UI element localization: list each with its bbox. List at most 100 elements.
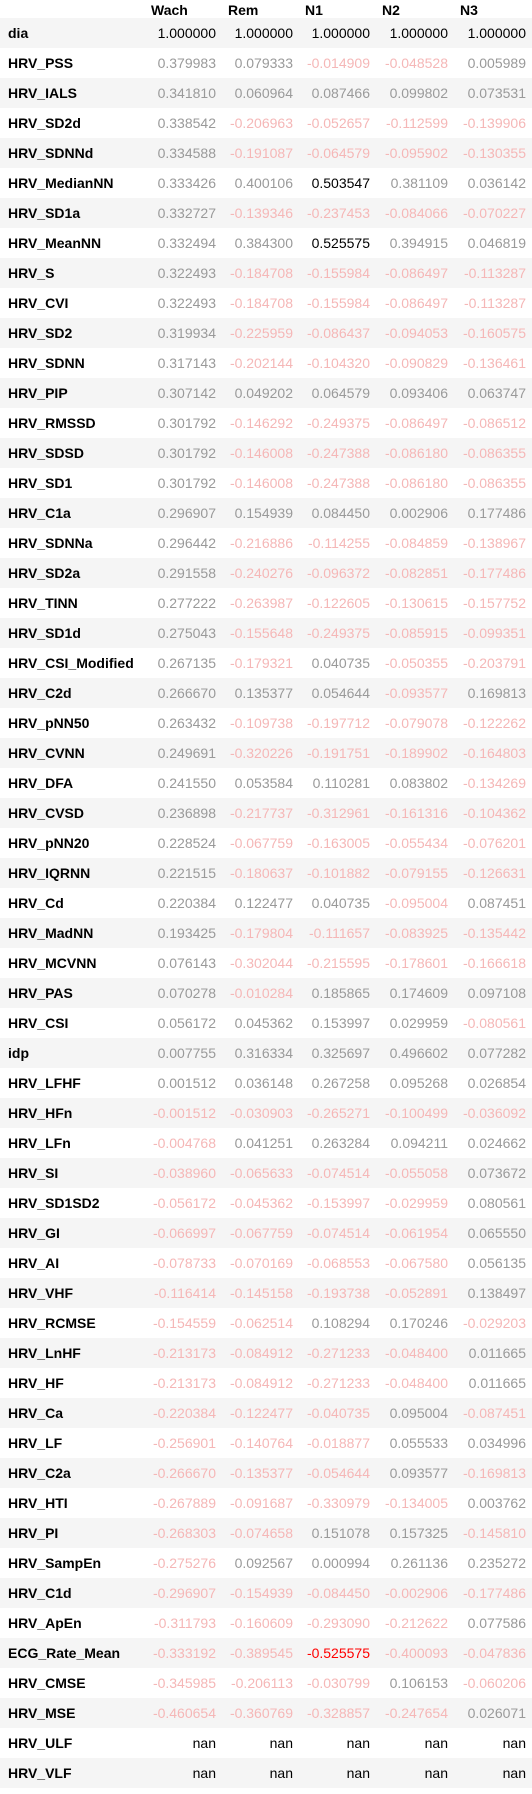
table-cell: 0.220384 xyxy=(157,895,216,911)
table-cell: 0.087451 xyxy=(467,895,526,911)
row-label: HRV_SD1SD2 xyxy=(8,1195,100,1211)
table-cell: -0.090829 xyxy=(384,355,448,371)
table-cell: 0.084450 xyxy=(311,505,370,521)
table-cell: nan xyxy=(346,1765,370,1781)
table-cell: 0.083802 xyxy=(389,775,448,791)
table-row: HRV_SD1d 0.275043 -0.155648 -0.249375 -0.085… xyxy=(0,618,532,648)
row-label: HRV_SD1a xyxy=(8,205,81,221)
table-cell: -0.154559 xyxy=(152,1315,216,1331)
table-cell: -0.140764 xyxy=(229,1435,293,1451)
table-cell: 0.055533 xyxy=(389,1435,448,1451)
table-row: HRV_C2a -0.266670 -0.135377 -0.054644 0.0935… xyxy=(0,1458,532,1488)
table-cell: 0.049202 xyxy=(234,385,293,401)
table-cell: 0.174609 xyxy=(389,985,448,1001)
table-cell: 0.249691 xyxy=(157,745,216,761)
table-cell: -0.096372 xyxy=(306,565,370,581)
table-cell: -0.177486 xyxy=(462,1585,526,1601)
table-cell: -0.060206 xyxy=(462,1675,526,1691)
table-cell: -0.078733 xyxy=(152,1255,216,1271)
table-row: HRV_PAS 0.070278 -0.010284 0.185865 0.174609… xyxy=(0,978,532,1008)
table-cell: nan xyxy=(192,1765,216,1781)
table-cell: -0.460654 xyxy=(152,1705,216,1721)
row-label: HRV_C2d xyxy=(8,685,72,701)
table-row: HRV_LnHF -0.213173 -0.084912 -0.271233 -0.04… xyxy=(0,1338,532,1368)
table-cell: 0.110281 xyxy=(312,775,370,791)
table-cell: -0.084912 xyxy=(229,1375,293,1391)
row-label: HRV_RCMSE xyxy=(8,1315,96,1331)
table-cell: -0.004768 xyxy=(152,1135,216,1151)
row-label: HRV_HTI xyxy=(8,1495,68,1511)
table-cell: 0.157325 xyxy=(389,1525,448,1541)
table-cell: 0.003762 xyxy=(467,1495,526,1511)
table-cell: -0.074658 xyxy=(229,1525,293,1541)
table-cell: 0.073672 xyxy=(467,1165,526,1181)
table-row: HRV_MeanNN 0.332494 0.384300 0.525575 0.3949… xyxy=(0,228,532,258)
table-cell: -0.160609 xyxy=(229,1615,293,1631)
table-cell: 0.263284 xyxy=(311,1135,370,1151)
table-cell: 0.092567 xyxy=(234,1555,293,1571)
table-cell: 0.026854 xyxy=(467,1075,526,1091)
table-row: idp 0.007755 0.316334 0.325697 0.496602 0.077… xyxy=(0,1038,532,1068)
table-cell: nan xyxy=(502,1735,526,1751)
table-cell: 0.056135 xyxy=(467,1255,526,1271)
table-cell: 1.000000 xyxy=(157,25,216,41)
table-cell: 0.087466 xyxy=(311,85,370,101)
table-cell: 0.338542 xyxy=(157,115,216,131)
table-cell: -0.086180 xyxy=(384,445,448,461)
table-cell: 0.296442 xyxy=(157,535,216,551)
table-cell: -0.206963 xyxy=(229,115,293,131)
table-cell: -0.302044 xyxy=(229,955,293,971)
row-label: HRV_CSI_Modified xyxy=(8,655,134,671)
table-cell: 0.169813 xyxy=(467,685,526,701)
table-cell: -0.052657 xyxy=(306,115,370,131)
table-cell: 0.036142 xyxy=(467,175,526,191)
table-cell: -0.086437 xyxy=(306,325,370,341)
table-cell: 0.076143 xyxy=(157,955,216,971)
table-cell: -0.070227 xyxy=(462,205,526,221)
table-cell: -0.067759 xyxy=(229,1225,293,1241)
table-cell: -0.079078 xyxy=(384,715,448,731)
table-row: HRV_TINN 0.277222 -0.263987 -0.122605 -0.130… xyxy=(0,588,532,618)
table-cell: -0.191751 xyxy=(306,745,370,761)
table-cell: 0.341810 xyxy=(157,85,216,101)
table-cell: 0.093577 xyxy=(389,1465,448,1481)
table-cell: 0.379983 xyxy=(157,55,216,71)
table-cell: 0.097108 xyxy=(467,985,526,1001)
table-cell: -0.333192 xyxy=(152,1645,216,1661)
table-row: HRV_GI -0.066997 -0.067759 -0.074514 -0.0619… xyxy=(0,1218,532,1248)
table-cell: -0.082851 xyxy=(384,565,448,581)
row-label: HRV_LFHF xyxy=(8,1075,81,1091)
table-row: HRV_ULF nan nan nan nan nan xyxy=(0,1728,532,1758)
table-cell: -0.074514 xyxy=(306,1225,370,1241)
table-cell: -0.091687 xyxy=(229,1495,293,1511)
row-label: HRV_DFA xyxy=(8,775,74,791)
table-cell: 0.296907 xyxy=(157,505,216,521)
table-cell: 0.319934 xyxy=(157,325,216,341)
row-label: HRV_ApEn xyxy=(8,1615,82,1631)
table-cell: -0.139906 xyxy=(462,115,526,131)
table-row: dia 1.000000 1.000000 1.000000 1.000000 1.000… xyxy=(0,18,532,48)
table-cell: -0.163005 xyxy=(306,835,370,851)
table-cell: -0.178601 xyxy=(384,955,448,971)
table-cell: 0.034996 xyxy=(467,1435,526,1451)
table-cell: nan xyxy=(346,1735,370,1751)
table-cell: -0.122605 xyxy=(306,595,370,611)
table-cell: -0.036092 xyxy=(462,1105,526,1121)
table-cell: -0.055434 xyxy=(384,835,448,851)
table-cell: -0.220384 xyxy=(152,1405,216,1421)
table-cell: -0.212622 xyxy=(384,1615,448,1631)
table-cell: -0.265271 xyxy=(306,1105,370,1121)
table-cell: -0.193738 xyxy=(306,1285,370,1301)
table-cell: 0.007755 xyxy=(157,1045,216,1061)
table-row: HRV_VLF nan nan nan nan nan xyxy=(0,1758,532,1788)
table-cell: 0.332727 xyxy=(157,205,216,221)
table-cell: -0.247654 xyxy=(384,1705,448,1721)
table-cell: -0.134269 xyxy=(462,775,526,791)
row-label: HRV_MedianNN xyxy=(8,175,114,191)
table-cell: 0.080561 xyxy=(467,1195,526,1211)
table-cell: -0.320226 xyxy=(229,745,293,761)
table-cell: 0.000994 xyxy=(311,1555,370,1571)
table-row: HRV_MadNN 0.193425 -0.179804 -0.111657 -0.08… xyxy=(0,918,532,948)
column-header-index xyxy=(0,0,145,18)
row-label: HRV_LnHF xyxy=(8,1345,81,1361)
